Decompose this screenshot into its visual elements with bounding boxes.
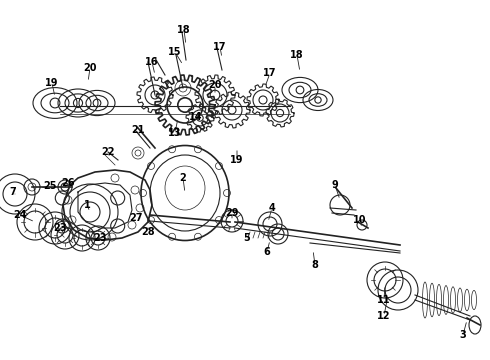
Text: 28: 28 [141,227,155,237]
Text: 24: 24 [13,210,27,220]
Text: 20: 20 [208,80,222,90]
Text: 29: 29 [225,208,239,218]
Text: 3: 3 [460,330,466,340]
Text: 23: 23 [53,223,67,233]
Text: 16: 16 [145,57,159,67]
Text: 1: 1 [84,200,90,210]
Text: 2: 2 [180,173,186,183]
Text: 22: 22 [101,147,115,157]
Text: 10: 10 [353,215,367,225]
Text: 21: 21 [131,125,145,135]
Text: 12: 12 [377,311,391,321]
Text: 19: 19 [230,155,244,165]
Text: 17: 17 [263,68,277,78]
Text: 15: 15 [168,47,182,57]
Text: 5: 5 [244,233,250,243]
Text: 17: 17 [213,42,227,52]
Text: 27: 27 [129,213,143,223]
Text: 18: 18 [177,25,191,35]
Text: 20: 20 [83,63,97,73]
Text: 7: 7 [10,187,16,197]
Text: 18: 18 [290,50,304,60]
Text: 11: 11 [377,295,391,305]
Text: 14: 14 [189,112,203,122]
Text: 25: 25 [43,181,57,191]
Text: 19: 19 [45,78,59,88]
Text: 23: 23 [93,233,107,243]
Text: 4: 4 [269,203,275,213]
Text: 26: 26 [61,178,75,188]
Text: 9: 9 [332,180,339,190]
Text: 13: 13 [168,128,182,138]
Text: 6: 6 [264,247,270,257]
Text: 8: 8 [312,260,318,270]
